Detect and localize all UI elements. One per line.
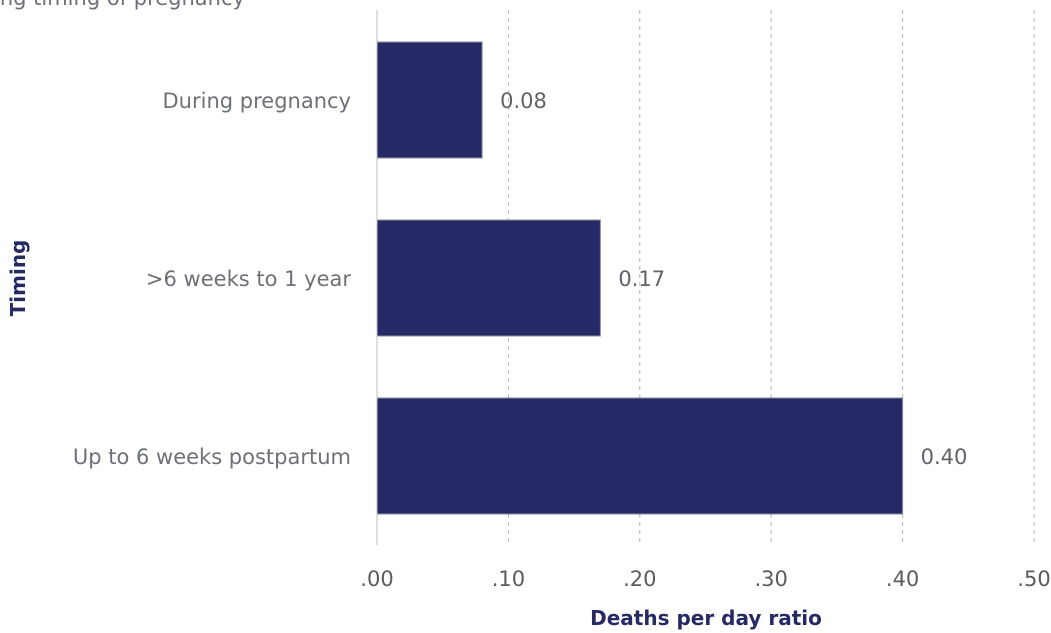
x-tick-label: .30 [754, 567, 787, 591]
data-label: 0.08 [500, 89, 547, 113]
category-label: >6 weeks to 1 year [146, 267, 351, 291]
bars [376, 41, 904, 515]
category-label: During pregnancy [163, 89, 351, 113]
x-axis-title: Deaths per day ratio [590, 606, 822, 630]
bar [376, 41, 483, 159]
chart-title: ing timing of pregnancy [0, 0, 245, 10]
x-tick-label: .40 [886, 567, 919, 591]
bar [376, 219, 601, 337]
category-labels: During pregnancy >6 weeks to 1 year Up to … [73, 89, 352, 469]
x-tick-label: .10 [492, 567, 525, 591]
x-tick-label: .20 [623, 567, 656, 591]
data-labels: 0.08 0.17 0.40 [500, 89, 967, 469]
data-label: 0.17 [618, 267, 665, 291]
x-tick-labels: .00 .10 .20 .30 .40 .50 [360, 567, 1050, 591]
bar [376, 397, 904, 515]
y-axis-title: Timing [6, 240, 30, 317]
category-label: Up to 6 weeks postpartum [73, 445, 351, 469]
x-tick-label: .50 [1017, 567, 1050, 591]
data-label: 0.40 [921, 445, 968, 469]
x-tick-label: .00 [360, 567, 393, 591]
